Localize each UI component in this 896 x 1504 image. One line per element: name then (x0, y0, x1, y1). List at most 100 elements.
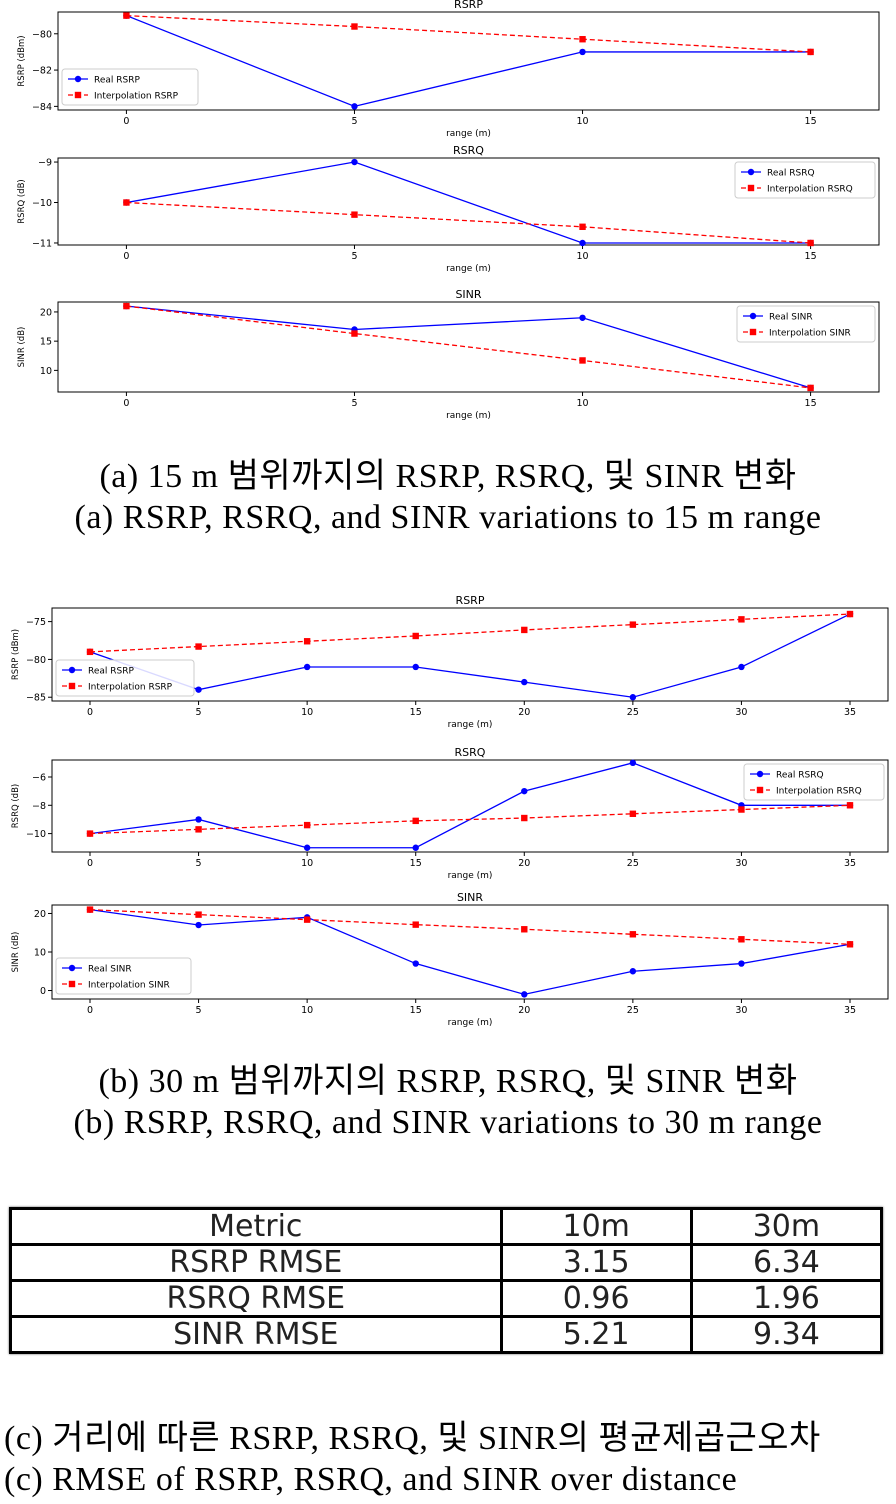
legend-box (55, 957, 192, 995)
y-tick-label: 15 (40, 337, 52, 348)
x-tick-label: 0 (123, 251, 129, 262)
data-point-interpolation (123, 12, 130, 19)
y-tick-label: −80 (32, 29, 52, 40)
plot-frame (57, 301, 880, 393)
data-point-real (303, 663, 311, 671)
data-point-real (629, 759, 637, 767)
data-point-real (579, 239, 586, 247)
legend-label: Real RSRP (88, 667, 134, 677)
data-point-interpolation (738, 936, 745, 943)
y-tick-label: −85 (26, 693, 46, 704)
x-tick-label: 10 (301, 858, 313, 869)
legend-box (61, 68, 199, 106)
x-tick-label: 15 (805, 251, 817, 262)
data-point-interpolation (807, 239, 814, 247)
table-cell: SINR RMSE (9, 1315, 503, 1354)
data-point-interpolation (629, 931, 637, 938)
series-line-interpolation (126, 201, 811, 244)
data-point-real (738, 960, 745, 967)
data-point-interpolation (579, 36, 586, 43)
data-point-interpolation (195, 911, 202, 918)
chart-title: RSRP (456, 594, 485, 607)
chart-sinr-15m: SINR 0 5 10 15 20 15 10 range (m) SINR (dB) Real S… (17, 288, 880, 421)
x-tick-label: 20 (518, 1005, 530, 1016)
x-tick-label: 10 (301, 1005, 313, 1016)
x-tick-label: 20 (518, 707, 530, 718)
table-header-cell: 30m (689, 1207, 884, 1246)
chart-rsrq-30m: RSRQ 0 5 10 15 20 25 30 35 −6 −8 −10 range (m) RSRQ (… (11, 746, 889, 881)
plot-frame (51, 759, 889, 853)
y-tick-label: 10 (34, 948, 46, 959)
series-line-real (126, 15, 811, 108)
legend-label: Real SINR (769, 313, 813, 323)
x-tick-label: 10 (576, 116, 588, 127)
legend-marker (747, 184, 755, 192)
chart-rsrp-15m: RSRP 0 5 10 15 −80 −82 −84 range (m) RSRP (dBm) Re… (17, 0, 880, 139)
series-line-interpolation (89, 908, 851, 945)
data-point-interpolation (629, 621, 637, 628)
x-tick-label: 10 (301, 707, 313, 718)
plot-frame (57, 11, 880, 111)
plot-frame (51, 607, 889, 702)
data-point-interpolation (86, 648, 94, 656)
data-point-interpolation (303, 916, 311, 923)
data-point-interpolation (738, 806, 745, 813)
data-point-interpolation (738, 616, 745, 623)
legend-label: Interpolation RSRQ (767, 185, 853, 195)
data-point-real (412, 663, 419, 671)
x-tick-label: 5 (351, 116, 357, 127)
x-axis-label: range (m) (446, 129, 491, 139)
caption-c-english: (c) RMSE of RSRP, RSRQ, and SINR over di… (4, 1461, 738, 1498)
data-point-interpolation (521, 926, 528, 933)
data-point-interpolation (303, 638, 311, 645)
x-tick-label: 35 (844, 707, 856, 718)
x-axis-label: range (m) (448, 871, 493, 881)
data-point-interpolation (412, 921, 419, 928)
x-tick-label: 5 (196, 858, 202, 869)
data-point-interpolation (351, 211, 358, 218)
y-axis-label: RSRP (dBm) (17, 35, 27, 86)
x-tick-label: 35 (844, 858, 856, 869)
table-row: SINR RMSE 5.21 9.34 (9, 1315, 884, 1354)
legend-label: Interpolation RSRQ (776, 787, 862, 797)
x-tick-label: 25 (627, 1005, 639, 1016)
y-tick-label: −75 (26, 617, 46, 628)
caption-b-english: (b) RSRP, RSRQ, and SINR variations to 3… (73, 1104, 823, 1141)
caption-a-english: (a) RSRP, RSRQ, and SINR variations to 1… (74, 499, 822, 536)
data-point-real (195, 921, 202, 929)
data-point-interpolation (123, 199, 130, 206)
y-tick-label: −6 (32, 772, 46, 783)
data-point-real (629, 694, 637, 701)
y-tick-label: −82 (32, 66, 52, 77)
plot-frame (57, 157, 880, 246)
x-tick-label: 35 (844, 1005, 856, 1016)
x-tick-label: 5 (196, 1005, 202, 1016)
x-axis-label: range (m) (448, 1018, 493, 1028)
y-axis-label: RSRQ (dB) (11, 784, 21, 828)
y-axis-label: SINR (dB) (17, 327, 27, 368)
legend-label: Interpolation SINR (769, 329, 851, 339)
data-point-real (195, 686, 202, 693)
data-point-real (738, 663, 745, 671)
legend-marker (68, 682, 76, 690)
x-tick-label: 10 (576, 251, 588, 262)
y-axis-label: SINR (dB) (11, 932, 21, 973)
y-tick-label: 10 (40, 366, 52, 377)
table-cell: 9.34 (689, 1315, 884, 1354)
data-point-real (195, 816, 202, 823)
data-point-interpolation (195, 643, 202, 650)
y-tick-label: −11 (32, 238, 52, 249)
chart-title: SINR (455, 288, 481, 301)
x-axis-label: range (m) (446, 264, 491, 274)
legend-box (55, 659, 195, 697)
table-cell: RSRP RMSE (9, 1243, 503, 1282)
legend-marker (68, 666, 76, 674)
y-tick-label: −80 (26, 655, 46, 666)
rmse-table: Metric 10m 30m RSRP RMSE 3.15 6.34 RSRQ … (9, 1207, 884, 1354)
table-header-cell: Metric (9, 1207, 503, 1246)
legend-box (743, 763, 885, 801)
data-point-real (521, 678, 528, 686)
series-line-real (89, 762, 850, 849)
x-tick-label: 5 (196, 707, 202, 718)
table-row: RSRQ RMSE 0.96 1.96 (9, 1279, 884, 1318)
